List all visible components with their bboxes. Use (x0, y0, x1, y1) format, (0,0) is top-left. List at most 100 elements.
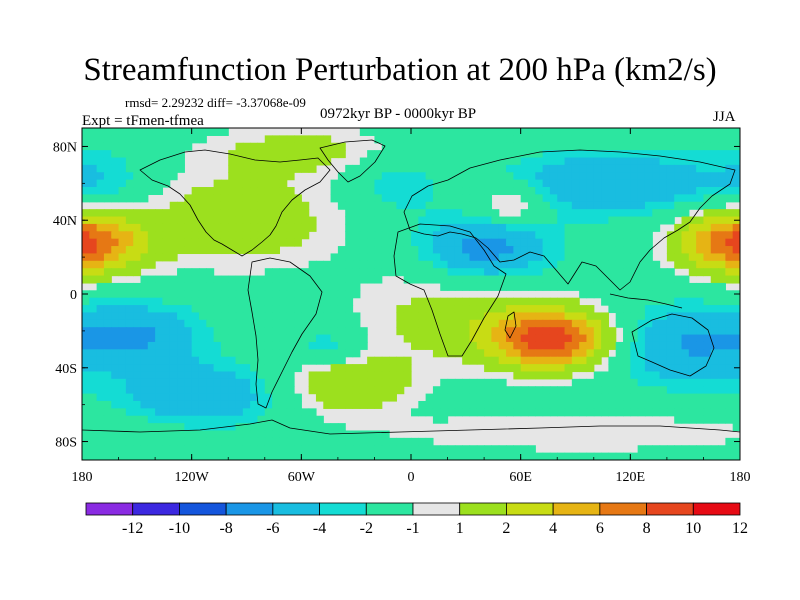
field-cell (177, 150, 185, 159)
field-cell (337, 194, 346, 203)
field-cell (147, 231, 156, 240)
y-tick-label: 80N (53, 140, 77, 155)
field-cell (725, 194, 734, 203)
field-cell (169, 216, 178, 225)
field-cell (549, 231, 558, 240)
field-cell (586, 356, 595, 365)
field-cell (147, 371, 156, 380)
field-cell (330, 275, 339, 284)
field-cell (579, 319, 588, 328)
field-cell (411, 128, 419, 136)
field-cell (169, 164, 178, 173)
field-cell (447, 297, 456, 306)
field-cell (213, 423, 222, 432)
field-cell (418, 253, 427, 262)
field-cell (644, 253, 653, 262)
field-cell (644, 297, 653, 306)
field-cell (703, 371, 712, 380)
field-cell (476, 172, 485, 181)
field-cell (381, 378, 390, 387)
field-cell (155, 209, 164, 218)
field-cell (732, 253, 740, 262)
field-cell (125, 297, 134, 306)
field-cell (250, 437, 259, 446)
field-cell (184, 445, 193, 454)
field-cell (242, 312, 251, 321)
field-cell (718, 260, 726, 269)
field-cell (206, 223, 215, 232)
field-cell (177, 437, 185, 446)
field-cell (688, 452, 697, 460)
field-cell (644, 164, 653, 173)
field-cell (564, 275, 573, 284)
field-cell (147, 135, 156, 144)
field-cell (462, 334, 471, 343)
field-cell (498, 282, 507, 291)
field-cell (89, 150, 98, 159)
field-cell (323, 327, 332, 336)
field-cell (96, 437, 105, 446)
field-cell (579, 400, 588, 409)
field-cell (601, 164, 609, 173)
field-cell (264, 164, 273, 173)
field-cell (301, 216, 310, 225)
field-cell (527, 216, 536, 225)
field-cell (250, 349, 259, 358)
field-cell (454, 128, 463, 136)
field-cell (506, 275, 514, 284)
field-cell (498, 349, 507, 358)
field-cell (652, 312, 661, 321)
field-cell (206, 349, 215, 358)
field-cell (96, 378, 105, 387)
field-cell (681, 327, 690, 336)
field-cell (147, 179, 156, 188)
field-cell (374, 164, 383, 173)
field-cell (652, 260, 661, 269)
field-cell (191, 275, 200, 284)
field-cell (220, 201, 229, 210)
field-cell (111, 164, 120, 173)
field-cell (564, 408, 573, 417)
field-cell (125, 364, 134, 373)
field-cell (162, 164, 171, 173)
field-cell (118, 378, 127, 387)
field-cell (425, 305, 434, 314)
field-cell (286, 275, 295, 284)
field-cell (469, 334, 478, 343)
field-cell (403, 238, 412, 247)
field-cell (308, 223, 317, 232)
field-cell (732, 238, 740, 247)
field-cell (696, 172, 705, 181)
field-cell (637, 179, 646, 188)
field-cell (710, 268, 719, 277)
field-cell (623, 378, 631, 387)
field-cell (228, 290, 237, 299)
field-cell (688, 172, 697, 181)
field-cell (718, 164, 726, 173)
field-cell (235, 408, 244, 417)
field-cell (666, 164, 675, 173)
field-cell (462, 187, 471, 196)
field-cell (608, 223, 617, 232)
field-cell (125, 445, 134, 454)
field-cell (162, 378, 171, 387)
field-cell (601, 150, 609, 159)
field-cell (381, 187, 390, 196)
field-cell (630, 319, 639, 328)
field-cell (425, 334, 434, 343)
field-cell (89, 194, 98, 203)
field-cell (447, 445, 456, 454)
field-cell (250, 223, 259, 232)
field-cell (133, 393, 142, 402)
field-cell (125, 128, 134, 136)
field-cell (542, 312, 551, 321)
field-cell (688, 150, 697, 159)
field-cell (498, 157, 507, 166)
field-cell (133, 415, 142, 424)
field-cell (623, 223, 631, 232)
field-cell (601, 142, 609, 151)
field-cell (652, 275, 661, 284)
field-cell (323, 386, 332, 395)
field-cell (133, 452, 142, 460)
field-cell (111, 334, 120, 343)
